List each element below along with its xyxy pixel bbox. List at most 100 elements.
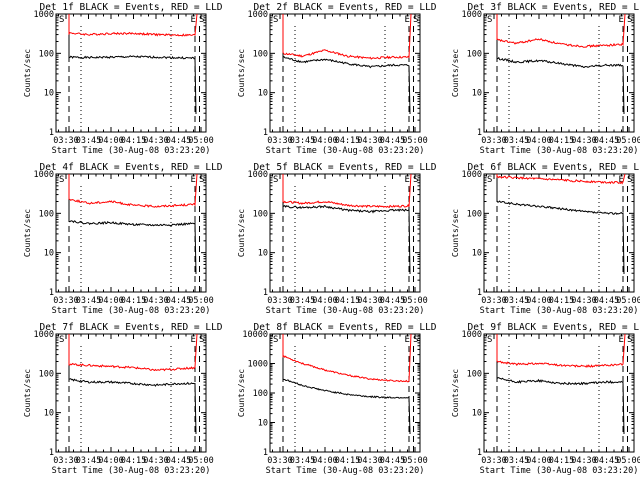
y-tick-label: 1000: [34, 330, 54, 340]
x-axis-label: Start Time (30-Aug-08 03:23:20): [480, 466, 639, 476]
y-tick-label: 100: [39, 209, 54, 219]
end-marker-label: E: [619, 15, 624, 25]
plot-frame: [55, 13, 207, 133]
y-axis-label: Counts/sec: [23, 209, 32, 257]
series-line-events: [496, 174, 625, 275]
x-axis-label: Start Time (30-Aug-08 03:23:20): [52, 466, 211, 476]
x-tick-label: 04:45: [594, 136, 620, 146]
series-line-events: [68, 174, 197, 275]
y-tick-label: 1: [49, 288, 54, 298]
x-tick-label: 05:00: [616, 136, 640, 146]
y-tick-label: 100: [467, 209, 482, 219]
start-marker-label: S: [487, 175, 492, 185]
x-tick-label: 04:00: [526, 296, 552, 306]
x-tick-label: 03:30: [481, 296, 507, 306]
start-marker-label: S: [627, 175, 632, 185]
panel-det-4f: Det 4f BLACK = Events, RED = LLD 1 10 100 10…: [23, 162, 223, 316]
panel-det-1f: Det 1f BLACK = Events, RED = LLD 1 10 100 10…: [23, 2, 223, 156]
x-tick-label: 03:30: [267, 136, 293, 146]
x-tick-label: 04:00: [98, 296, 124, 306]
y-tick-label: 1: [263, 288, 268, 298]
panel-det-2f: Det 2f BLACK = Events, RED = LLD 1 10 100 10…: [237, 2, 437, 156]
panel-title: Det 9f BLACK = Events, RED = LLD: [467, 322, 640, 333]
x-tick-label: 03:30: [53, 296, 79, 306]
y-tick-label: 100: [39, 369, 54, 379]
x-tick-label: 03:30: [481, 456, 507, 466]
end-marker-label: E: [619, 175, 624, 185]
x-axis-label: Start Time (30-Aug-08 03:23:20): [52, 306, 211, 316]
y-axis-label: Counts/sec: [237, 209, 246, 257]
x-tick-label: 04:45: [594, 296, 620, 306]
panel-title: Det 4f BLACK = Events, RED = LLD: [39, 162, 222, 173]
start-marker-label: S: [413, 15, 418, 25]
y-tick-label: 10: [258, 89, 268, 99]
x-tick-label: 04:00: [526, 456, 552, 466]
x-tick-label: 03:30: [267, 296, 293, 306]
x-axis-label: Start Time (30-Aug-08 03:23:20): [266, 466, 425, 476]
start-marker-label: S: [273, 175, 278, 185]
y-axis-label: Counts/sec: [237, 49, 246, 97]
x-tick-label: 03:30: [481, 136, 507, 146]
y-tick-label: 10: [472, 409, 482, 419]
x-tick-label: 04:30: [357, 456, 383, 466]
x-tick-label: 04:30: [571, 136, 597, 146]
y-tick-label: 100: [467, 49, 482, 59]
x-tick-label: 03:45: [290, 296, 316, 306]
y-tick-label: 1: [49, 128, 54, 138]
x-tick-label: 05:00: [402, 296, 428, 306]
x-tick-label: 05:00: [616, 456, 640, 466]
start-marker-label: S: [413, 175, 418, 185]
x-axis-label: Start Time (30-Aug-08 03:23:20): [480, 306, 639, 316]
series-line-lld: [68, 173, 198, 208]
y-tick-label: 100: [253, 389, 268, 399]
series-line-events: [282, 14, 411, 115]
y-tick-label: 1000: [462, 170, 482, 180]
plot-frame: [483, 173, 635, 293]
panel-det-9f: Det 9f BLACK = Events, RED = LLD 1 10 100 10…: [451, 322, 640, 476]
plot-frame: [269, 173, 421, 293]
y-tick-label: 1000: [34, 170, 54, 180]
panel-det-7f: Det 7f BLACK = Events, RED = LLD 1 10 100 10…: [23, 322, 223, 476]
x-tick-label: 04:00: [98, 136, 124, 146]
x-axis-label: Start Time (30-Aug-08 03:23:20): [480, 146, 639, 156]
y-axis-label: Counts/sec: [237, 369, 246, 417]
y-tick-label: 1000: [248, 10, 268, 20]
panel-title: Det 2f BLACK = Events, RED = LLD: [253, 2, 436, 13]
x-axis-label: Start Time (30-Aug-08 03:23:20): [266, 306, 425, 316]
x-tick-label: 03:45: [504, 456, 530, 466]
series-line-lld: [282, 173, 412, 209]
x-tick-label: 05:00: [188, 456, 214, 466]
panel-title: Det 5f BLACK = Events, RED = LLD: [253, 162, 436, 173]
x-tick-label: 04:00: [312, 296, 338, 306]
x-tick-label: 03:45: [504, 136, 530, 146]
start-marker-label: S: [627, 15, 632, 25]
plot-frame: [483, 13, 635, 133]
series-line-events: [282, 174, 411, 275]
x-tick-label: 03:45: [76, 136, 102, 146]
start-marker-label: S: [59, 15, 64, 25]
start-marker-label: S: [273, 335, 278, 345]
end-marker-label: E: [405, 335, 410, 345]
series-line-lld: [68, 333, 198, 372]
panel-det-8f: Det 8f BLACK = Events, RED = LLD 1 10 100 10…: [237, 322, 437, 476]
series-line-lld: [282, 13, 412, 60]
start-marker-label: S: [487, 335, 492, 345]
x-tick-label: 05:00: [188, 136, 214, 146]
x-tick-label: 04:45: [166, 136, 192, 146]
plot-frame: [483, 333, 635, 453]
x-tick-label: 04:45: [380, 456, 406, 466]
plot-frame: [269, 13, 421, 133]
panel-title: Det 3f BLACK = Events, RED = LLD: [467, 2, 640, 13]
x-tick-label: 04:30: [571, 296, 597, 306]
panel-title: Det 1f BLACK = Events, RED = LLD: [39, 2, 222, 13]
x-tick-label: 04:15: [121, 136, 147, 146]
x-tick-label: 04:15: [549, 136, 575, 146]
panel-title: Det 6f BLACK = Events, RED = LLD: [467, 162, 640, 173]
x-tick-label: 04:15: [549, 456, 575, 466]
x-tick-label: 04:45: [380, 136, 406, 146]
x-tick-label: 04:15: [549, 296, 575, 306]
start-marker-label: S: [199, 175, 204, 185]
x-tick-label: 05:00: [188, 296, 214, 306]
y-tick-label: 10000: [242, 330, 268, 340]
